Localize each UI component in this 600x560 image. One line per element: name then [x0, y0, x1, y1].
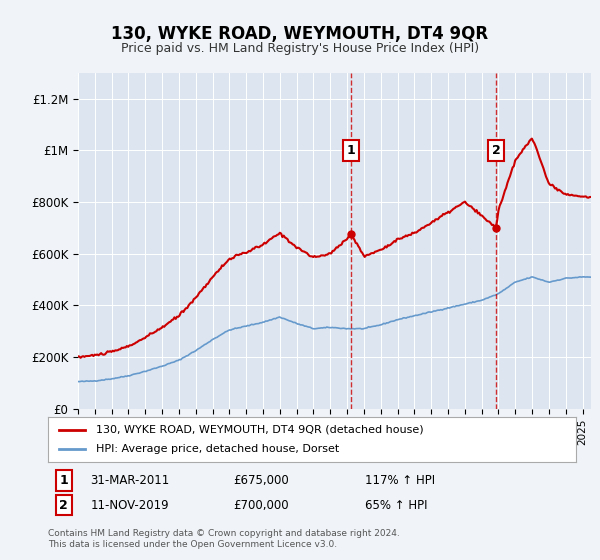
Text: 11-NOV-2019: 11-NOV-2019	[90, 498, 169, 512]
Text: 130, WYKE ROAD, WEYMOUTH, DT4 9QR: 130, WYKE ROAD, WEYMOUTH, DT4 9QR	[112, 25, 488, 43]
Text: HPI: Average price, detached house, Dorset: HPI: Average price, detached house, Dors…	[95, 445, 339, 455]
Text: Price paid vs. HM Land Registry's House Price Index (HPI): Price paid vs. HM Land Registry's House …	[121, 42, 479, 55]
Text: Contains HM Land Registry data © Crown copyright and database right 2024.
This d: Contains HM Land Registry data © Crown c…	[48, 529, 400, 549]
Text: 117% ↑ HPI: 117% ↑ HPI	[365, 474, 435, 487]
Text: 2: 2	[492, 144, 500, 157]
Text: £700,000: £700,000	[233, 498, 289, 512]
Text: 2: 2	[59, 498, 68, 512]
Text: 1: 1	[59, 474, 68, 487]
Text: 1: 1	[347, 144, 356, 157]
Text: £675,000: £675,000	[233, 474, 289, 487]
Text: 130, WYKE ROAD, WEYMOUTH, DT4 9QR (detached house): 130, WYKE ROAD, WEYMOUTH, DT4 9QR (detac…	[95, 424, 423, 435]
Text: 31-MAR-2011: 31-MAR-2011	[90, 474, 169, 487]
Text: 65% ↑ HPI: 65% ↑ HPI	[365, 498, 427, 512]
